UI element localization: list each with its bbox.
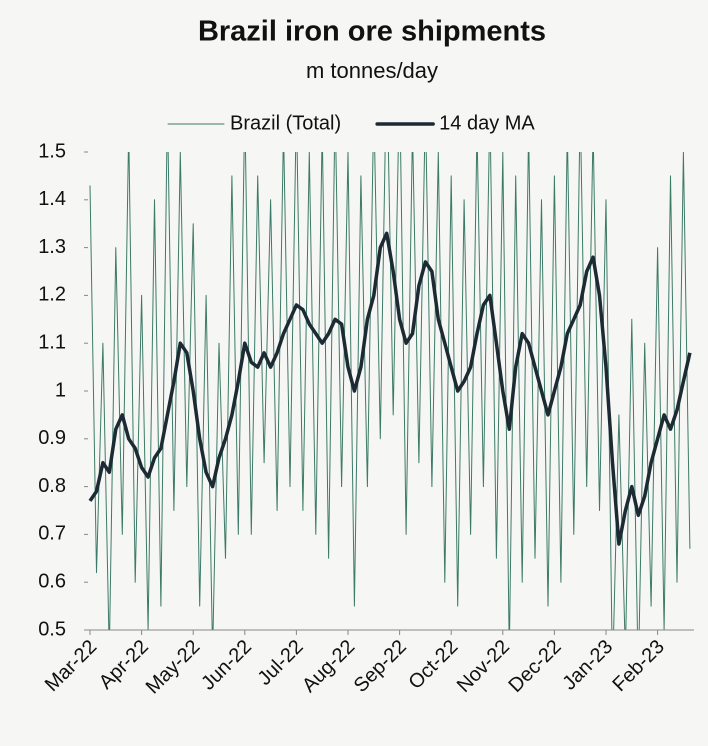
legend-label: 14 day MA — [439, 112, 535, 134]
y-tick-label: 1.1 — [38, 331, 66, 353]
y-tick-label: 1.4 — [38, 188, 66, 210]
y-tick-label: 0.5 — [38, 618, 66, 640]
y-tick-label: 1.5 — [38, 140, 66, 162]
x-tick-label: Sep-22 — [350, 636, 411, 697]
plot-area — [88, 152, 692, 630]
x-tick-label: Nov-22 — [453, 636, 514, 697]
x-tick-label: Jun-22 — [197, 636, 256, 695]
y-tick-label: 1.3 — [38, 236, 66, 258]
chart-title: Brazil iron ore shipments — [198, 16, 546, 48]
series-line — [88, 231, 692, 546]
y-tick-label: 0.8 — [38, 475, 66, 497]
chart-subtitle: m tonnes/day — [306, 58, 438, 83]
y-tick-label: 1.2 — [38, 284, 66, 306]
x-tick-label: Oct-22 — [404, 636, 462, 694]
x-tick-label: Aug-22 — [298, 636, 359, 697]
y-tick-label: 0.6 — [38, 570, 66, 592]
x-tick-label: Jan-23 — [558, 636, 617, 695]
y-tick-label: 0.7 — [38, 523, 66, 545]
x-tick-label: May-22 — [142, 636, 205, 699]
x-tick-label: Mar-22 — [41, 636, 101, 696]
y-tick-label: 0.9 — [38, 427, 66, 449]
x-tick-label: Feb-23 — [609, 636, 669, 696]
legend-label: Brazil (Total) — [230, 112, 341, 134]
x-tick-label: Dec-22 — [505, 636, 566, 697]
series-line — [89, 152, 691, 630]
legend: Brazil (Total) 14 day MA — [167, 112, 535, 134]
y-tick-label: 1 — [55, 379, 66, 401]
